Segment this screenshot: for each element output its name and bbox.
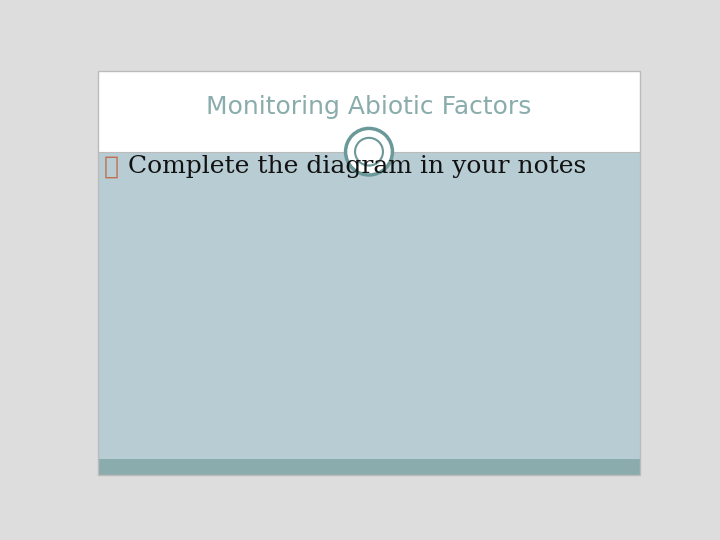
Bar bbox=[98, 71, 640, 152]
Ellipse shape bbox=[355, 138, 383, 166]
Text: ∾: ∾ bbox=[104, 155, 119, 178]
Text: Complete the diagram in your notes: Complete the diagram in your notes bbox=[128, 155, 586, 178]
Bar bbox=[98, 152, 640, 459]
Text: Monitoring Abiotic Factors: Monitoring Abiotic Factors bbox=[207, 95, 531, 119]
Ellipse shape bbox=[346, 129, 392, 175]
Bar bbox=[98, 459, 640, 475]
